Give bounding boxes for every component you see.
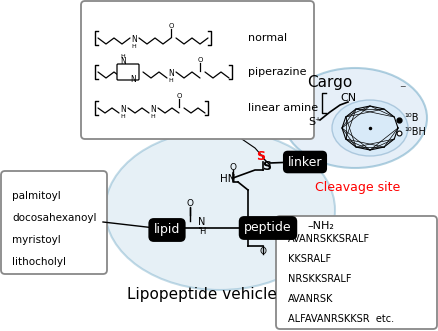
Text: NRSKKSRALF: NRSKKSRALF (288, 274, 352, 284)
Text: lipid: lipid (154, 223, 180, 237)
Text: –NH₂: –NH₂ (307, 221, 334, 231)
Text: O: O (187, 200, 194, 209)
FancyBboxPatch shape (117, 64, 139, 80)
Text: H: H (120, 114, 125, 118)
Text: S: S (262, 161, 272, 173)
Text: KKSRALF: KKSRALF (288, 254, 331, 264)
Text: linker: linker (288, 156, 322, 168)
FancyBboxPatch shape (81, 1, 314, 139)
Text: N: N (168, 70, 174, 78)
Text: ⁻: ⁻ (399, 83, 405, 97)
Text: HN: HN (220, 174, 236, 184)
Text: N: N (120, 58, 126, 67)
Text: H: H (132, 43, 136, 49)
Text: H: H (151, 114, 155, 118)
FancyBboxPatch shape (276, 216, 437, 329)
Text: H: H (169, 77, 173, 82)
FancyBboxPatch shape (1, 171, 107, 274)
Text: ¹⁰BH: ¹⁰BH (404, 127, 426, 137)
Text: N: N (120, 106, 126, 115)
Ellipse shape (105, 130, 335, 290)
Text: linear amine: linear amine (248, 103, 318, 113)
Text: N: N (150, 106, 156, 115)
Ellipse shape (332, 100, 408, 156)
Text: Lipopeptide vehicle: Lipopeptide vehicle (127, 288, 277, 303)
Text: Cargo: Cargo (307, 74, 353, 89)
Text: H: H (120, 54, 125, 59)
Text: N: N (198, 217, 206, 227)
Ellipse shape (283, 68, 427, 168)
Text: O: O (197, 57, 203, 63)
Text: ¹⁰B: ¹⁰B (404, 113, 418, 123)
Text: CN: CN (340, 93, 356, 103)
Text: O: O (168, 23, 174, 29)
Text: piperazine: piperazine (248, 67, 307, 77)
Text: ALFAVANRSKKSR  etc.: ALFAVANRSKKSR etc. (288, 314, 394, 324)
Text: peptide: peptide (244, 221, 292, 234)
Text: S: S (257, 150, 265, 163)
Text: AVANRSK: AVANRSK (288, 294, 333, 304)
Text: normal: normal (248, 33, 287, 43)
Text: H: H (199, 227, 205, 237)
Text: O: O (177, 93, 182, 99)
Text: docosahexanoyl: docosahexanoyl (12, 213, 96, 223)
Text: N: N (131, 35, 137, 44)
Text: lithocholyl: lithocholyl (12, 257, 66, 267)
Text: AVANRSKKSRALF: AVANRSKKSRALF (288, 234, 370, 244)
Text: Cleavage site: Cleavage site (315, 181, 401, 195)
Text: O: O (259, 248, 266, 257)
Text: S⁺: S⁺ (308, 117, 321, 127)
Text: N: N (130, 75, 136, 84)
Text: O: O (230, 164, 237, 172)
Text: myristoyl: myristoyl (12, 235, 61, 245)
Text: palmitoyl: palmitoyl (12, 191, 61, 201)
